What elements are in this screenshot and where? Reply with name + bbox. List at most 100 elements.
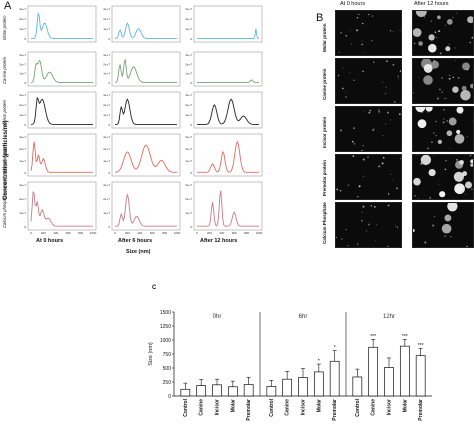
panel-b-particle (433, 59, 435, 62)
panel-b-particle (454, 133, 465, 144)
panel-b-micrograph (335, 106, 402, 152)
panel-b-particle (378, 109, 380, 111)
panel-a-xlabel: Size (nm) (126, 249, 151, 255)
panel-b-col-label-1: After 12 hours (414, 1, 449, 7)
panel-b-particle (446, 120, 448, 122)
panel-b-particle (391, 179, 393, 181)
panel-a-ytick-label: 1e+7 (185, 113, 192, 117)
panel-b-particle (373, 61, 375, 63)
panel-b-particle (399, 70, 402, 73)
panel-b-row-label: Calcium Phosphate (322, 202, 327, 244)
panel-b-particle (369, 109, 372, 112)
panel-b-particle (396, 226, 399, 228)
panel-b-particle (445, 97, 447, 99)
panel-b-particle (350, 43, 352, 45)
panel-b-particle (455, 158, 458, 161)
panel-b-particle (413, 177, 421, 186)
panel-a-subplot-frame (193, 51, 263, 87)
panel-b-particle (452, 76, 454, 79)
panel-c-bar (368, 346, 379, 397)
panel-b-particle (438, 88, 441, 91)
panel-b-particle (471, 120, 473, 122)
panel-a-subplot-frame (27, 91, 97, 129)
panel-b-particle (456, 12, 457, 14)
panel-b-particle (382, 81, 384, 83)
panel-b-letter: B (316, 12, 324, 24)
panel-b-particle (431, 60, 440, 69)
panel-c-category-label: Incisor (387, 399, 393, 415)
panel-a-xtick-label: 1000 (174, 231, 181, 235)
panel-c-bar (196, 385, 207, 397)
panel-b-particle (371, 39, 373, 42)
panel-b-particle (349, 72, 351, 73)
panel-a-distribution-line (115, 194, 177, 227)
panel-a-distribution-line (114, 144, 178, 173)
panel-a-ytick-label: 3e+7 (103, 93, 110, 97)
panel-b-particle (360, 219, 363, 222)
panel-c-significance: *** (370, 334, 376, 340)
panel-b-particle (433, 132, 435, 134)
panel-a-subplot-frame (193, 181, 263, 231)
panel-b-particle (361, 211, 363, 213)
panel-c-significance: * (318, 359, 320, 365)
panel-b-particle (448, 74, 451, 77)
panel-a-xtick-label: 800 (244, 231, 249, 235)
panel-a-subplot-frame (111, 181, 181, 231)
panel-a-row-label: Molar protein (2, 15, 7, 40)
panel-b-particle (342, 67, 344, 69)
panel-b-particle (461, 85, 467, 91)
panel-b-particle (423, 75, 433, 85)
panel-c-bar (384, 367, 394, 397)
panel-a-ytick-label: 3e+7 (19, 183, 26, 187)
panel-b-row-label: Molar protein (322, 23, 327, 52)
panel-b-particle (466, 245, 468, 248)
panel-b-particle (434, 31, 437, 34)
panel-c-category-label: Molar (402, 399, 408, 412)
panel-c-category-label: Molar (316, 399, 322, 412)
panel-c-letter: C (152, 285, 157, 291)
panel-a-col-label-1: After 6 hours (118, 238, 153, 244)
panel-a-distribution-line (197, 79, 259, 83)
panel-c-group-label: 6hr (299, 314, 308, 320)
panel-c-category-label: Canine (199, 399, 205, 416)
panel-b-particle (385, 60, 388, 63)
panel-b-particle (356, 17, 359, 19)
panel-b-particle (445, 46, 451, 52)
panel-b-particle (364, 111, 365, 113)
panel-a-ytick-label: 0 (190, 81, 192, 85)
panel-b-particle (345, 228, 347, 230)
panel-c-bar (243, 384, 254, 397)
panel-a-ytick-label: 1e+7 (19, 113, 26, 117)
panel-c-category-label: Molar (230, 399, 236, 412)
panel-b-particle (453, 171, 464, 182)
panel-b-particle (341, 87, 344, 90)
panel-b-particle (414, 42, 416, 45)
panel-a-ytick-label: 2e+7 (103, 62, 110, 66)
panel-c-group-label: 12hr (383, 314, 395, 320)
panel-b-particle (362, 175, 364, 177)
panel-a-subplot-frame (111, 5, 181, 43)
panel-c-ylabel: Size (nm) (148, 342, 154, 366)
panel-a-ytick-label: 3e+7 (19, 53, 26, 57)
panel-a-ytick-label: 1e+7 (185, 27, 192, 31)
panel-b-particle (393, 31, 394, 33)
panel-a-ytick-label: 2e+7 (19, 147, 26, 151)
panel-c-bar (212, 384, 222, 397)
panel-b-particle (470, 159, 474, 164)
panel-a-ytick-label: 3e+7 (185, 135, 192, 139)
panel-c-bar (399, 345, 410, 397)
panel-b-particle (466, 136, 468, 137)
panel-b-particle (389, 173, 392, 175)
panel-a-row-label: Canine protein (2, 56, 7, 84)
panel-a-ytick-label: 1e+7 (19, 211, 26, 215)
panel-a-ytick-label: 3e+7 (185, 93, 192, 97)
panel-b-particle (389, 30, 392, 32)
panel-b-particle (340, 32, 342, 34)
panel-a-xtick-label: 200 (41, 231, 46, 235)
panel-b-particle (430, 20, 432, 22)
panel-b-particle (455, 60, 456, 62)
panel-a-ytick-label: 0 (24, 81, 26, 85)
panel-c-category-label: Canine (285, 399, 291, 416)
panel-b-particle (417, 77, 419, 78)
panel-b-particle (367, 156, 369, 158)
